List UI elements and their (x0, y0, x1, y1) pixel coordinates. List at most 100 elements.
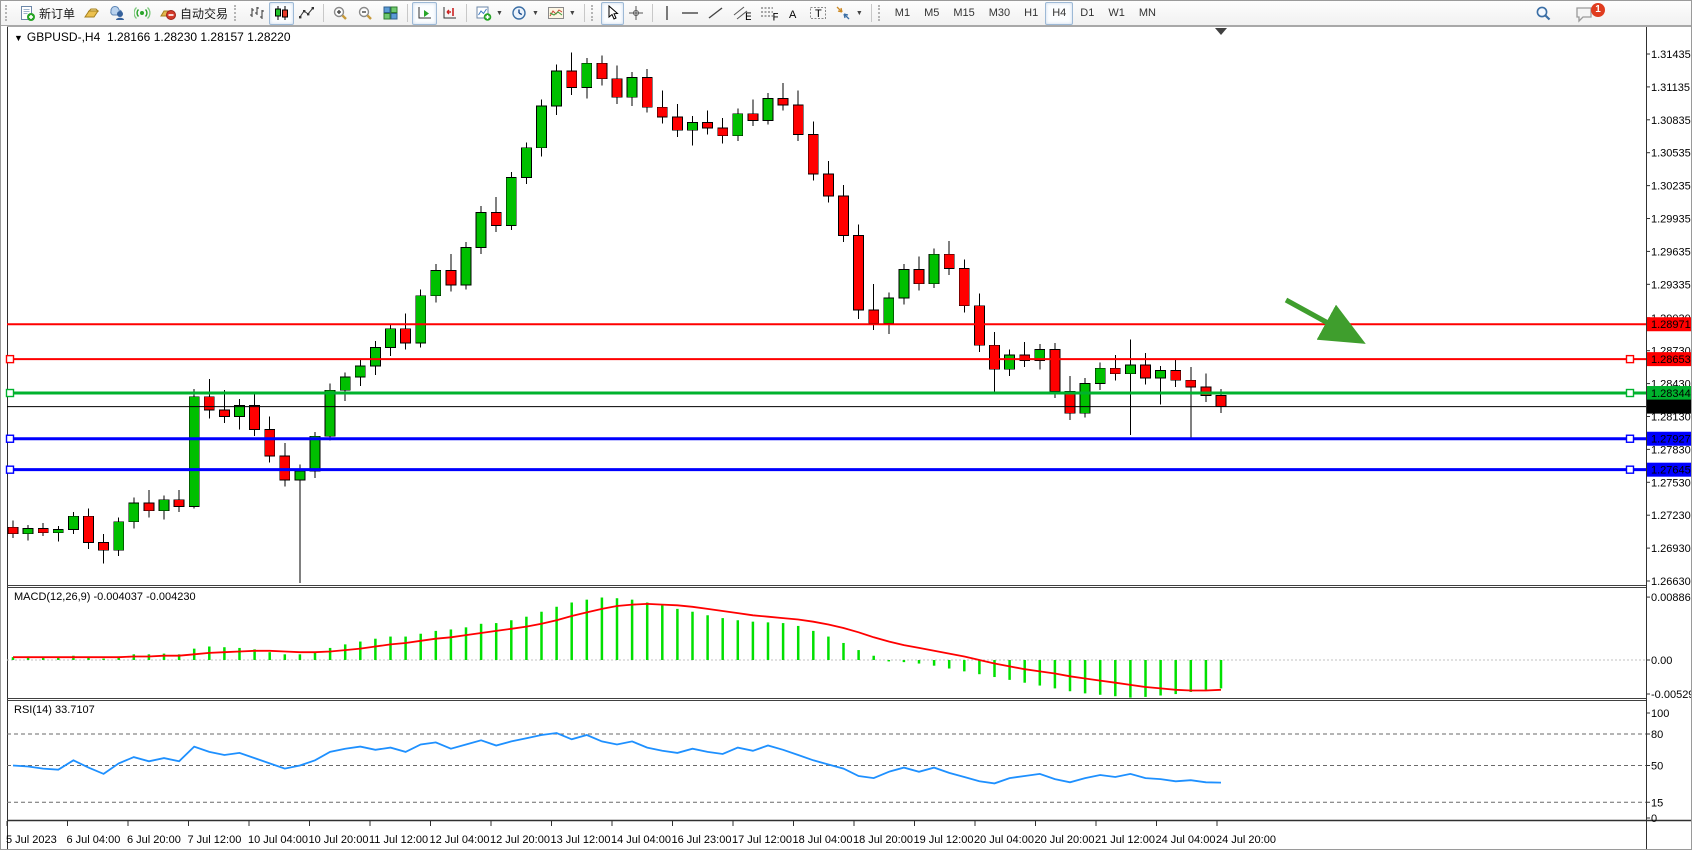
line-handle[interactable] (1625, 354, 1635, 364)
time-axis-label: 20 Jul 04:00 (974, 834, 1034, 846)
rsi-axis-label: 80 (1651, 729, 1663, 741)
level-price-label-text: 1.27645 (1651, 465, 1691, 477)
arrow-objects-icon (836, 6, 850, 20)
fibonacci-button[interactable]: F (755, 2, 782, 25)
line-handle[interactable] (5, 354, 15, 364)
timeframe-h4[interactable]: H4 (1045, 1, 1074, 25)
price-tick-label: 1.26630 (1651, 576, 1691, 588)
rsi-axis-label: 50 (1651, 761, 1663, 773)
price-tick-label: 1.27530 (1651, 477, 1691, 489)
candles (7, 52, 1227, 584)
toolbar-grip[interactable] (877, 5, 885, 21)
level-price-label (1647, 352, 1691, 367)
price-tick-label: 1.30835 (1651, 115, 1691, 127)
trendline-button[interactable] (703, 2, 728, 25)
toolbar-separator (466, 4, 468, 22)
timeframe-h1[interactable]: H1 (1024, 7, 1039, 19)
indicators-button[interactable]: ▼ (471, 2, 507, 25)
notification-badge[interactable]: 1 (1591, 3, 1605, 17)
toolbar-grip[interactable] (234, 5, 241, 21)
toolbar-grip[interactable] (590, 5, 598, 21)
timeframe-m30[interactable]: M30 (988, 7, 1011, 19)
vertical-line-button[interactable] (657, 2, 677, 25)
tile-windows-button[interactable] (378, 2, 403, 25)
time-axis[interactable]: 5 Jul 2023 6 Jul 04:00 6 Jul 20:00 7 Jul 12… (6, 821, 1276, 846)
ohlc-close: 1.28220 (247, 30, 291, 44)
time-axis-label: 10 Jul 20:00 (309, 834, 369, 846)
time-axis-label: 24 Jul 04:00 (1156, 834, 1216, 846)
text-button[interactable]: A (782, 2, 805, 25)
crosshair-button[interactable] (624, 2, 648, 25)
candlestick-chart-button[interactable] (269, 1, 295, 25)
timeframe-w1[interactable]: W1 (1108, 7, 1125, 19)
templates-button[interactable]: ▼ (543, 2, 580, 25)
indicators-icon (476, 6, 492, 21)
time-axis-label: 21 Jul 12:00 (1095, 834, 1155, 846)
fibonacci-icon: F (760, 7, 778, 21)
bar-chart-icon (250, 7, 265, 19)
equidistant-channel-button[interactable]: E (728, 2, 755, 25)
new-order-icon (21, 5, 35, 21)
arrow-annotation[interactable] (1284, 297, 1366, 344)
periods-button[interactable]: ▼ (507, 2, 543, 25)
time-axis-label: 18 Jul 04:00 (793, 834, 853, 846)
line-chart-button[interactable] (294, 2, 319, 25)
line-handle[interactable] (5, 465, 15, 474)
bar-chart-button[interactable] (244, 2, 269, 25)
chart-shift-button[interactable] (437, 2, 462, 25)
price-tick-label: 1.30235 (1651, 181, 1691, 193)
timeframe-d1[interactable]: D1 (1080, 7, 1095, 19)
line-handle[interactable] (1625, 388, 1635, 398)
zoom-out-button[interactable] (353, 2, 378, 25)
line-handle[interactable] (5, 388, 15, 398)
time-axis-label: 6 Jul 20:00 (127, 834, 181, 846)
collapse-triangle-icon[interactable]: ▼ (14, 33, 23, 43)
equidistant-channel-icon: E (733, 6, 751, 21)
toolbar-separator (583, 4, 585, 22)
ohlc-high: 1.28230 (153, 30, 198, 44)
auto-trading-button[interactable]: 自动交易 (155, 2, 232, 25)
arrows-button[interactable]: ▼ (831, 2, 867, 25)
time-axis-label: 20 Jul 20:00 (1035, 834, 1095, 846)
timeframe-m15[interactable]: M15 (953, 7, 975, 19)
trendline-icon (708, 7, 723, 19)
chart-shift-marker[interactable] (1215, 28, 1227, 35)
timeframe-m1[interactable]: M1 (894, 7, 911, 19)
time-axis-label: 16 Jul 23:00 (672, 834, 732, 846)
market-watch-button[interactable] (79, 2, 105, 25)
text-label-button[interactable]: T (805, 2, 831, 25)
chart-title: ▼ GBPUSD-,H4 1.28166 1.28230 1.28157 1.28… (14, 30, 291, 44)
level-price-label (1647, 431, 1691, 446)
toolbar-grip[interactable] (5, 5, 12, 21)
line-handle[interactable] (1625, 434, 1635, 443)
time-axis-label: 19 Jul 12:00 (914, 834, 974, 846)
horizontal-line-objects[interactable] (5, 323, 1647, 474)
cursor-button[interactable] (600, 1, 624, 25)
text-label-icon: T (809, 7, 826, 20)
line-handle[interactable] (5, 434, 15, 443)
price-tick-label: 1.29335 (1651, 279, 1691, 291)
price-axis[interactable]: 1.31435 1.31135 1.30835 1.30535 1.30235 1.299… (1646, 49, 1692, 588)
zoom-in-button[interactable] (328, 2, 353, 25)
timeframe-mn[interactable]: MN (1138, 7, 1156, 19)
horizontal-line-button[interactable] (677, 2, 703, 25)
time-axis-label: 12 Jul 20:00 (490, 834, 550, 846)
svg-text:E: E (745, 11, 751, 21)
price-tick-label: 1.29935 (1651, 214, 1691, 226)
macd-signal-line (13, 602, 1222, 692)
line-handle[interactable] (1625, 465, 1635, 474)
timeframe-m5[interactable]: M5 (924, 7, 940, 19)
community-button[interactable] (105, 2, 130, 25)
clock-icon (512, 6, 526, 20)
auto-scroll-button[interactable] (412, 1, 438, 25)
time-axis-label: 12 Jul 04:00 (430, 834, 490, 846)
rsi-panel: 100 80 50 15 0 (7, 708, 1669, 825)
search-icon[interactable] (1535, 5, 1552, 22)
signals-button[interactable] (130, 2, 155, 25)
price-tick-label: 1.28130 (1651, 411, 1691, 423)
macd-axis-label: 0.00 (1651, 655, 1672, 667)
chevron-down-icon: ▼ (568, 9, 576, 17)
new-order-button[interactable]: 新订单 (15, 2, 79, 25)
macd-axis-label: 0.008861 (1651, 592, 1692, 604)
